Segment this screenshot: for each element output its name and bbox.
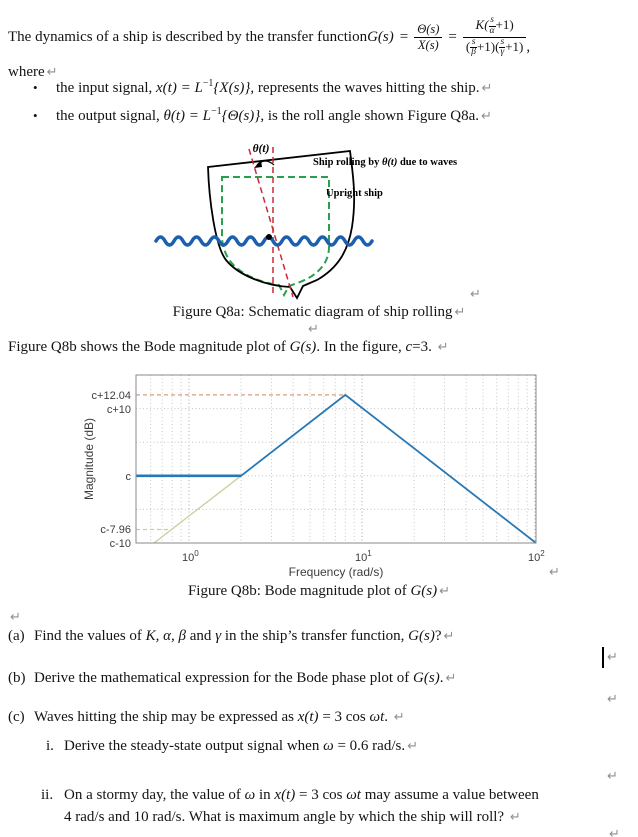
return-mark: ↵ xyxy=(10,609,21,624)
question-cii-text-line1: On a stormy day, the value of ω in x(t) … xyxy=(64,787,539,803)
xtick-10: 101 xyxy=(355,549,372,564)
rolled-axis-line xyxy=(248,148,294,298)
question-c-label: (c) xyxy=(8,709,25,725)
minor-grid-vertical xyxy=(150,375,528,543)
water-wave-line xyxy=(154,235,374,247)
question-a-label: (a) xyxy=(8,628,25,644)
figure-b-caption: Figure Q8b: Bode magnitude plot of G(s) ↵ xyxy=(187,583,451,599)
return-mark: ↵ xyxy=(407,738,418,753)
question-b-label: (b) xyxy=(8,670,26,686)
y-axis-label: Magnitude (dB) xyxy=(82,418,96,500)
where-line: where ↵ xyxy=(8,64,58,80)
question-c-text: Waves hitting the ship may be expressed … xyxy=(34,709,405,725)
ytick-peak: c+12.04 xyxy=(92,390,131,402)
return-mark: ↵ xyxy=(308,321,319,336)
x-axis-label: Frequency (rad/s) xyxy=(289,565,384,579)
upright-ship-label: Upright ship xyxy=(326,188,383,199)
arc-arrowhead-icon xyxy=(254,160,262,168)
bullet-output-signal: • the output signal, θ(t) = L−1{Θ(s)}, is… xyxy=(33,106,492,125)
theta-label: θ(t) xyxy=(253,143,270,155)
return-mark: ↵ xyxy=(509,809,521,824)
return-mark: ↵ xyxy=(470,286,481,301)
ytick-c: c xyxy=(126,471,132,483)
question-ci-label: i. xyxy=(46,738,54,754)
return-mark: ↵ xyxy=(607,768,618,783)
return-mark: ↵ xyxy=(549,564,560,579)
bullet-icon: • xyxy=(33,80,38,95)
ytick-c10: c+10 xyxy=(107,404,131,416)
ytick-c-796: c-7.96 xyxy=(100,524,131,536)
return-mark: ↵ xyxy=(454,304,466,319)
theta-over-x-fraction: Θ(s) X(s) xyxy=(414,22,443,52)
question-cii-text-line2: 4 rad/s and 10 rad/s. What is maximum an… xyxy=(64,809,521,825)
question-b-text: Derive the mathematical expression for t… xyxy=(34,670,457,686)
q8b-intro-paragraph: Figure Q8b shows the Bode magnitude plot… xyxy=(8,339,449,355)
return-mark: ↵ xyxy=(609,826,620,837)
pivot-dot xyxy=(266,234,272,240)
return-mark: ↵ xyxy=(439,583,451,598)
return-mark: ↵ xyxy=(437,339,449,354)
plot-background xyxy=(136,375,536,543)
rolling-ship-label: Ship rolling by θ(t) due to waves xyxy=(313,157,457,168)
xtick-100: 102 xyxy=(528,549,545,564)
text-cursor xyxy=(602,647,604,668)
return-mark: ↵ xyxy=(607,691,618,706)
return-mark: ↵ xyxy=(393,709,405,724)
return-mark: ↵ xyxy=(607,649,618,664)
bullet-icon: • xyxy=(33,108,38,123)
bullet-input-signal: • the input signal, x(t) = L−1{X(s)}, rep… xyxy=(33,78,493,97)
ship-rolling-figure: θ(t) Ship rolling by θ(t) due to waves U… xyxy=(154,143,457,300)
bode-plot-figure: c+12.04 c+10 c c-7.96 c-10 100 101 102 M… xyxy=(82,374,545,579)
transfer-function-fraction: K(s α +1) (s β +1)(s γ +1) xyxy=(462,15,527,59)
return-mark: ↵ xyxy=(481,108,492,123)
figure-a-caption: Figure Q8a: Schematic diagram of ship ro… xyxy=(172,304,466,320)
question-a-text: Find the values of K, α, β and γ in the … xyxy=(34,628,455,644)
question-cii-label: ii. xyxy=(41,787,54,803)
transfer-function-symbol: G(s) xyxy=(367,28,394,45)
question-ci-text: Derive the steady-state output signal wh… xyxy=(64,738,418,754)
rolled-ship-outline xyxy=(207,150,356,300)
asymptote-guide-line xyxy=(153,475,242,544)
intro-text: The dynamics of a ship is described by t… xyxy=(8,28,368,45)
return-mark: ↵ xyxy=(46,64,58,79)
xtick-1: 100 xyxy=(182,549,199,564)
axes-frame xyxy=(135,374,537,544)
return-mark: ↵ xyxy=(481,80,493,95)
return-mark: ↵ xyxy=(443,628,455,643)
return-mark: ↵ xyxy=(445,670,457,685)
major-grid-vertical xyxy=(188,375,536,543)
ytick-c-10: c-10 xyxy=(110,538,131,550)
intro-paragraph: The dynamics of a ship is described by t… xyxy=(8,14,531,59)
